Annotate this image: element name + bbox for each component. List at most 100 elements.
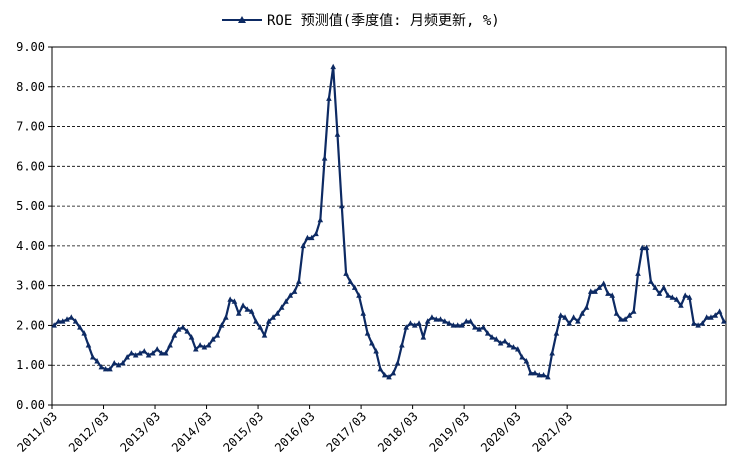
data-point-marker [502,338,508,344]
data-point-marker [660,284,667,290]
data-point-marker [592,288,598,294]
y-tick-label: 1.00 [16,358,45,372]
data-point-marker [167,342,173,348]
data-point-marker [712,312,719,318]
data-point-marker [248,308,255,314]
data-point-marker [197,342,203,348]
data-point-marker [205,342,212,348]
data-point-marker [98,364,105,370]
data-point-marker [120,360,126,366]
data-point-marker [59,318,66,324]
data-point-marker [321,155,328,161]
data-point-marker [609,292,616,298]
legend: ROE 预测值(季度值: 月频更新, %) [222,13,500,29]
data-point-marker [124,354,130,360]
data-point-marker [223,314,229,320]
data-point-marker [231,298,238,304]
data-point-marker [587,288,594,294]
data-point-marker [575,318,581,324]
data-point-marker [175,326,182,332]
data-point-marker [364,330,371,336]
data-point-marker [270,314,276,320]
data-point-marker [639,244,646,251]
data-point-marker [283,298,289,304]
data-point-marker [394,360,401,366]
data-point-marker [386,373,392,380]
data-point-marker [643,244,650,251]
data-point-marker [291,288,298,294]
series-layer [51,63,727,380]
data-point-marker [429,314,435,320]
data-point-marker [115,362,122,368]
data-point-marker [467,318,474,324]
data-point-marker [665,292,671,298]
data-point-marker [201,344,208,350]
data-point-marker [416,320,422,326]
data-point-marker [107,366,113,372]
x-tick-label: 2018/03 [375,409,421,455]
data-point-marker [442,318,448,324]
data-point-marker [570,314,577,320]
y-tick-label: 9.00 [16,40,45,54]
data-point-marker [162,350,169,356]
data-point-marker [600,280,607,286]
data-point-marker [244,306,251,312]
x-tick-label: 2019/03 [427,409,473,455]
data-point-marker [549,350,555,356]
data-point-marker [253,318,259,324]
data-point-marker [150,350,156,356]
data-point-marker [373,348,379,354]
data-point-marker [407,320,414,326]
data-point-marker [686,294,693,300]
data-point-marker [618,316,624,322]
x-tick-label: 2021/03 [530,409,576,455]
data-point-marker [454,322,461,328]
data-point-marker [278,304,285,310]
x-tick-label: 2011/03 [14,409,60,455]
data-point-marker [682,292,689,298]
y-tick-label: 7.00 [16,120,45,134]
plot-frame [51,46,727,406]
data-point-marker [484,330,491,336]
data-point-marker [566,320,573,326]
data-point-marker [463,318,470,324]
data-point-marker [514,346,521,352]
data-point-marker [673,296,680,302]
data-point-marker [691,320,697,326]
data-point-marker [111,360,118,366]
data-point-marker [656,290,663,296]
data-point-marker [313,230,319,237]
data-point-marker [317,216,324,223]
y-tick-label: 5.00 [16,199,45,213]
data-point-marker [420,334,427,340]
data-point-marker [68,314,75,320]
series-line-roe [53,65,725,379]
data-point-marker [476,326,482,332]
data-point-marker [536,371,543,378]
data-point-marker [493,336,500,342]
data-point-marker [557,312,564,318]
data-point-marker [330,63,336,70]
data-point-marker [480,324,487,330]
data-point-marker [137,350,143,356]
data-point-marker [347,278,354,284]
data-point-marker [381,371,388,378]
data-point-marker [77,324,83,330]
data-point-marker [669,294,676,300]
y-tick-label: 0.00 [16,398,45,412]
data-point-marker [721,318,727,324]
data-point-marker [433,316,440,322]
y-tick-label: 8.00 [16,80,45,94]
data-point-marker [227,296,233,302]
data-point-marker [184,328,191,334]
data-point-marker [510,344,517,350]
x-tick-label: 2014/03 [169,409,215,455]
data-point-marker [51,322,57,328]
axes: 0.00 1.00 2.00 3.00 4.00 5.00 6.00 7.00 8.00 9.00… [14,40,727,455]
data-point-marker [708,314,714,320]
x-tick-label: 2017/03 [324,409,370,455]
data-point-marker [630,308,637,314]
data-point-marker [716,308,723,314]
data-point-marker [437,316,444,322]
data-point-marker [579,310,585,316]
